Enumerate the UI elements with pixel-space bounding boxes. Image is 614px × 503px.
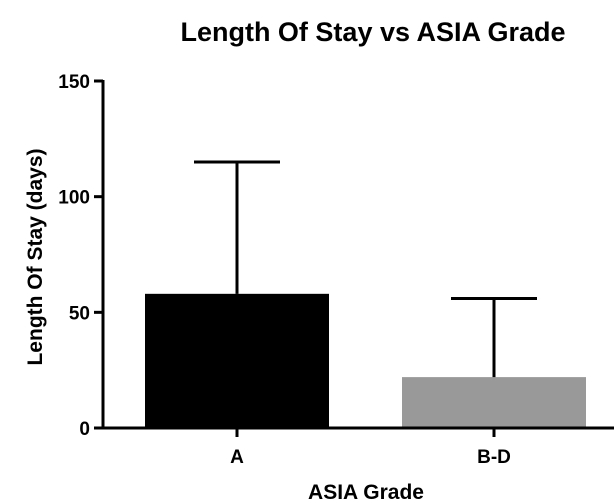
chart-title: Length Of Stay vs ASIA Grade bbox=[180, 17, 565, 47]
y-tick-label-100: 100 bbox=[58, 188, 90, 209]
x-tick-label-b-d: B-D bbox=[477, 447, 511, 468]
bar-b-d bbox=[402, 377, 586, 428]
y-tick-label-0: 0 bbox=[79, 419, 90, 440]
x-tick-label-a: A bbox=[230, 447, 244, 468]
bar-a bbox=[145, 293, 329, 428]
y-tick-label-50: 50 bbox=[69, 303, 90, 324]
x-axis-label: ASIA Grade bbox=[308, 481, 424, 503]
y-tick-label-150: 150 bbox=[58, 72, 90, 93]
y-axis-label: Length Of Stay (days) bbox=[24, 148, 47, 365]
plot-area: A B-D 0 50 100 150 bbox=[58, 72, 614, 468]
